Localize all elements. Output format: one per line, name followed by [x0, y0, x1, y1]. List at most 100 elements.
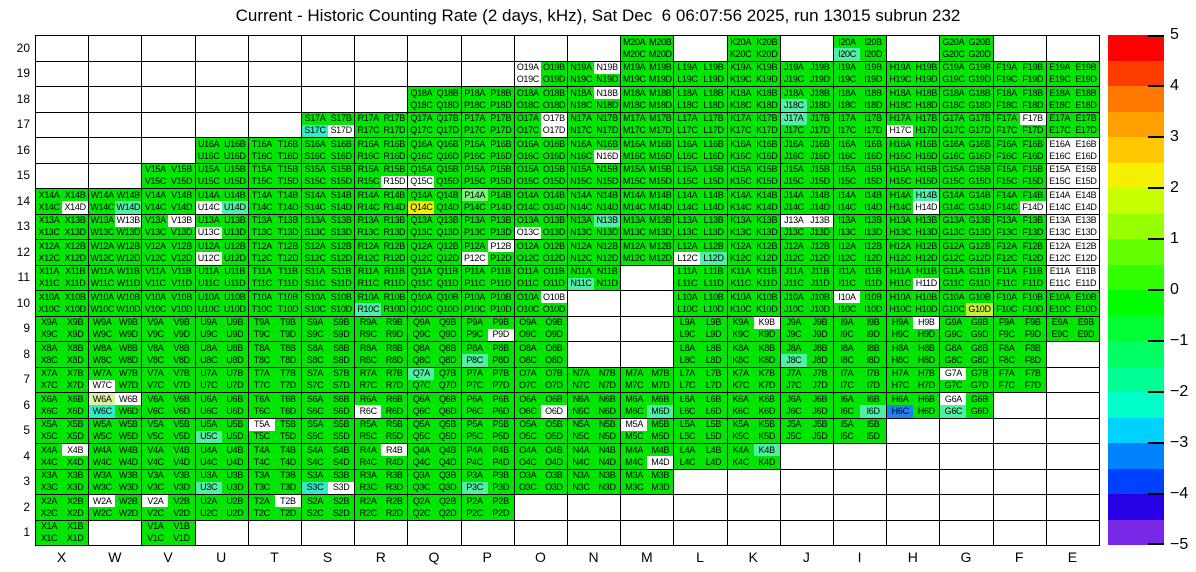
channel-cell: K14B	[753, 189, 780, 202]
channel-cell: U13A	[195, 214, 222, 227]
channel-cell: O17D	[540, 124, 567, 137]
channel-cell: R8D	[381, 354, 408, 367]
channel-cell: V10A	[142, 291, 169, 304]
channel-cell: N4C	[568, 456, 595, 469]
channel-cell: K10A	[727, 291, 754, 304]
channel-cell: H19B	[913, 61, 940, 74]
channel-cell: N11D	[594, 277, 621, 290]
channel-cell: F14A	[993, 189, 1020, 202]
channel-cell: I16B	[860, 138, 887, 151]
channel-cell: T8A	[248, 342, 275, 355]
channel-cell: Q18C	[408, 99, 435, 112]
channel-cell: J10A	[780, 291, 807, 304]
grid-cell-F7: F7A F7B F7C F7D	[992, 366, 1046, 392]
channel-cell: Q18D	[434, 99, 461, 112]
channel-cell: H13B	[913, 214, 940, 227]
channel-cell: N14D	[594, 201, 621, 214]
grid-cell-M20: M20A M20B M20C M20D	[620, 35, 674, 61]
channel-cell: L12A	[674, 240, 701, 253]
channel-cell: V12C	[142, 252, 169, 265]
grid-cell-M17: M17A M17B M17C M17D	[620, 111, 674, 137]
channel-cell: R14D	[381, 201, 408, 214]
channel-cell: N18C	[568, 99, 595, 112]
color-scale-tick	[1148, 493, 1164, 495]
channel-cell: G8A	[940, 342, 967, 355]
grid-cell-Q10: Q10A Q10B Q10C Q10D	[407, 290, 461, 316]
channel-cell: L7D	[700, 379, 727, 392]
channel-cell: V2D	[168, 507, 195, 520]
channel-cell: R17A	[355, 112, 382, 125]
channel-cell: V2B	[168, 495, 195, 508]
channel-cell: U6C	[195, 405, 222, 418]
channel-cell: I12B	[860, 240, 887, 253]
grid-cell-N3: N3A N3B N3C N3D	[567, 468, 621, 494]
y-axis-label: 14	[16, 193, 30, 208]
channel-cell: V2A	[142, 495, 169, 508]
channel-cell: W12A	[89, 240, 116, 253]
channel-cell: V15D	[168, 175, 195, 188]
grid-cell-U12: U12A U12B U12C U12D	[194, 239, 248, 265]
channel-cell: Q10A	[408, 291, 435, 304]
channel-cell: O5A	[514, 418, 541, 431]
channel-cell: G20B	[966, 36, 993, 49]
channel-cell: I18B	[860, 87, 887, 100]
channel-cell: I13B	[860, 214, 887, 227]
channel-cell: L15D	[700, 175, 727, 188]
channel-cell: U10D	[221, 303, 248, 316]
channel-cell: P17D	[487, 124, 514, 137]
channel-cell: G17B	[966, 112, 993, 125]
channel-cell: F11C	[993, 277, 1020, 290]
channel-cell: S2C	[302, 507, 329, 520]
channel-cell: M12C	[621, 252, 648, 265]
channel-cell: E16C	[1046, 150, 1073, 163]
channel-cell: M19C	[621, 73, 648, 86]
grid-cell-M5: M5A M5B M5C M5D	[620, 417, 674, 443]
channel-cell: J17A	[780, 112, 807, 125]
x-axis-label: I	[857, 549, 862, 565]
channel-cell: W9C	[89, 328, 116, 341]
channel-cell: I14C	[834, 201, 861, 214]
channel-cell: I7C	[834, 379, 861, 392]
color-band	[1108, 213, 1164, 239]
channel-cell: X10D	[62, 303, 89, 316]
channel-cell: W3D	[115, 481, 142, 494]
chart-title: Current - Historic Counting Rate (2 days…	[235, 6, 961, 25]
channel-cell: O14C	[514, 201, 541, 214]
channel-cell: J5A	[780, 418, 807, 431]
channel-cell: G20C	[940, 48, 967, 61]
channel-cell: S6D	[328, 405, 355, 418]
channel-cell: S8A	[302, 342, 329, 355]
channel-cell: V8B	[168, 342, 195, 355]
channel-cell: F17D	[1019, 124, 1046, 137]
grid-cell-G15: G15A G15B G15C G15D	[939, 162, 993, 188]
channel-cell: S5A	[302, 418, 329, 431]
channel-cell: J9C	[780, 328, 807, 341]
grid-cell-N2	[567, 494, 621, 520]
channel-cell: J19C	[780, 73, 807, 86]
channel-cell: O18C	[514, 99, 541, 112]
channel-cell: K4B	[753, 444, 780, 457]
channel-cell: V8A	[142, 342, 169, 355]
channel-cell: O11D	[540, 277, 567, 290]
grid-cell-V7: V7A V7B V7C V7D	[141, 366, 195, 392]
channel-cell: Q9C	[408, 328, 435, 341]
channel-cell: J15C	[780, 175, 807, 188]
channel-cell: R7B	[381, 367, 408, 380]
grid-cell-P15: P15A P15B P15C P15D	[460, 162, 514, 188]
grid-cell-X9: X9A X9B X9C X9D	[35, 315, 89, 341]
grid-cell-N16: N16A N16B N16C N16D	[567, 137, 621, 163]
channel-cell: H9A	[887, 316, 914, 329]
grid-cell-E20	[1045, 35, 1099, 61]
channel-cell: F15C	[993, 175, 1020, 188]
grid-cell-O9: O9A O9B O9C O9D	[513, 315, 567, 341]
channel-cell: T7C	[248, 379, 275, 392]
channel-cell: L16C	[674, 150, 701, 163]
channel-cell: N11A	[568, 265, 595, 278]
grid-cell-M9	[620, 315, 674, 341]
grid-cell-H12: H12A H12B H12C H12D	[886, 239, 940, 265]
channel-cell: H12D	[913, 252, 940, 265]
channel-cell: J11D	[806, 277, 833, 290]
channel-cell: U7C	[195, 379, 222, 392]
grid-cell-T8: T8A T8B T8C T8D	[247, 341, 301, 367]
grid-cell-H6: H6A H6B H6C H6D	[886, 392, 940, 418]
